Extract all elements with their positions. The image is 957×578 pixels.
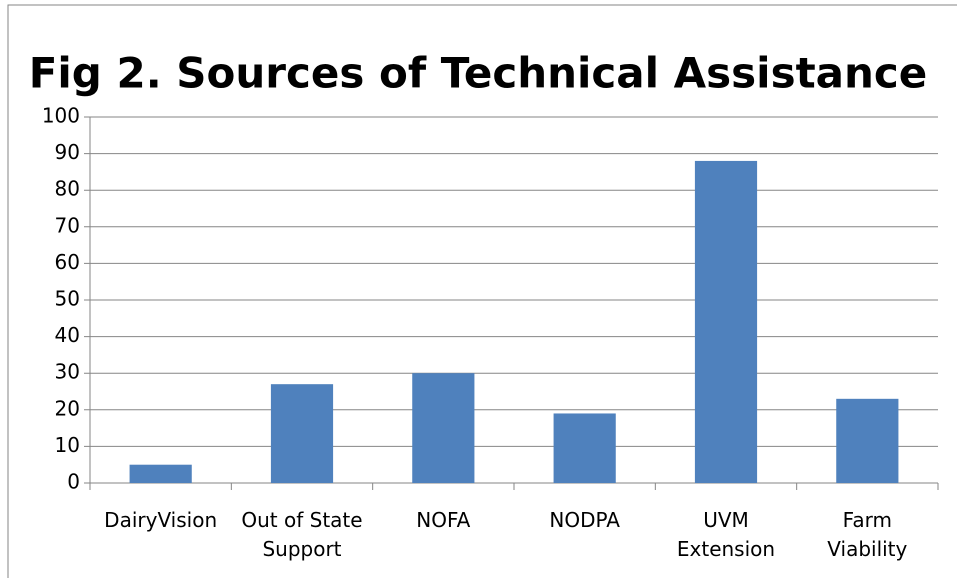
bar	[836, 398, 899, 483]
y-tick-label: 70	[55, 213, 80, 237]
y-tick-label: 100	[42, 104, 80, 128]
chart-border	[7, 4, 957, 578]
y-tick-label: 30	[55, 360, 80, 384]
x-tick-label: DairyVision	[104, 508, 218, 532]
bar	[129, 464, 192, 483]
bar	[553, 413, 616, 483]
bar	[694, 160, 758, 484]
y-tick-label: 60	[55, 250, 80, 274]
bar	[412, 373, 475, 483]
x-tick-label: NODPA	[549, 508, 620, 532]
y-tick-label: 90	[55, 140, 80, 164]
y-tick-label: 50	[55, 287, 80, 311]
y-tick-label: 0	[67, 470, 80, 494]
chart-title: Fig 2. Sources of Technical Assistance	[29, 49, 928, 98]
x-tick-label: Farm Viability	[827, 508, 908, 561]
y-tick-label: 20	[55, 396, 80, 420]
y-tick-label: 40	[55, 323, 80, 347]
y-tick-label: 80	[55, 177, 80, 201]
y-tick-label: 10	[55, 433, 80, 457]
x-tick-label: NOFA	[416, 508, 471, 532]
bar	[270, 384, 334, 483]
x-tick-label: Out of State Support	[241, 508, 363, 561]
x-tick-label: UVM Extension	[676, 508, 776, 561]
